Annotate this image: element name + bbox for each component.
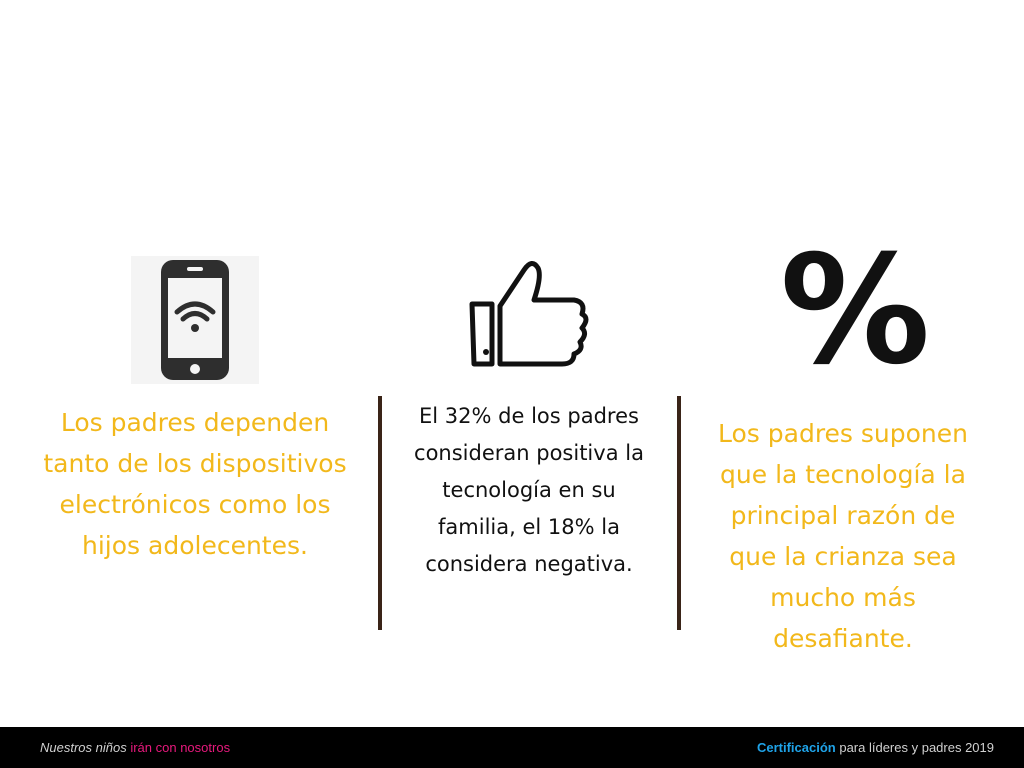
footer-bar: Nuestros niños irán con nosotros Certifi… <box>0 727 1024 768</box>
middle-statement: El 32% de los padres consideran positiva… <box>414 404 644 576</box>
footer-right-part1: Certificación <box>756 740 836 755</box>
footer-right-part2: para líderes y padres 2019 <box>839 740 994 755</box>
footer-left-part1: Nuestros niños <box>40 740 127 755</box>
thumbs-up-icon <box>462 256 594 374</box>
footer-left-caption: Nuestros niños irán con nosotros <box>40 740 230 755</box>
smartphone-wifi-icon <box>131 256 259 384</box>
column-divider <box>378 396 382 630</box>
footer-left-part2: irán con nosotros <box>130 740 231 755</box>
left-statement: Los padres dependen tanto de los disposi… <box>43 408 347 560</box>
footer-right-caption: Certificación para líderes y padres 2019 <box>757 740 994 755</box>
percent-icon: % <box>780 224 931 398</box>
column-divider <box>677 396 681 630</box>
right-statement: Los padres suponen que la tecnología la … <box>718 419 968 653</box>
